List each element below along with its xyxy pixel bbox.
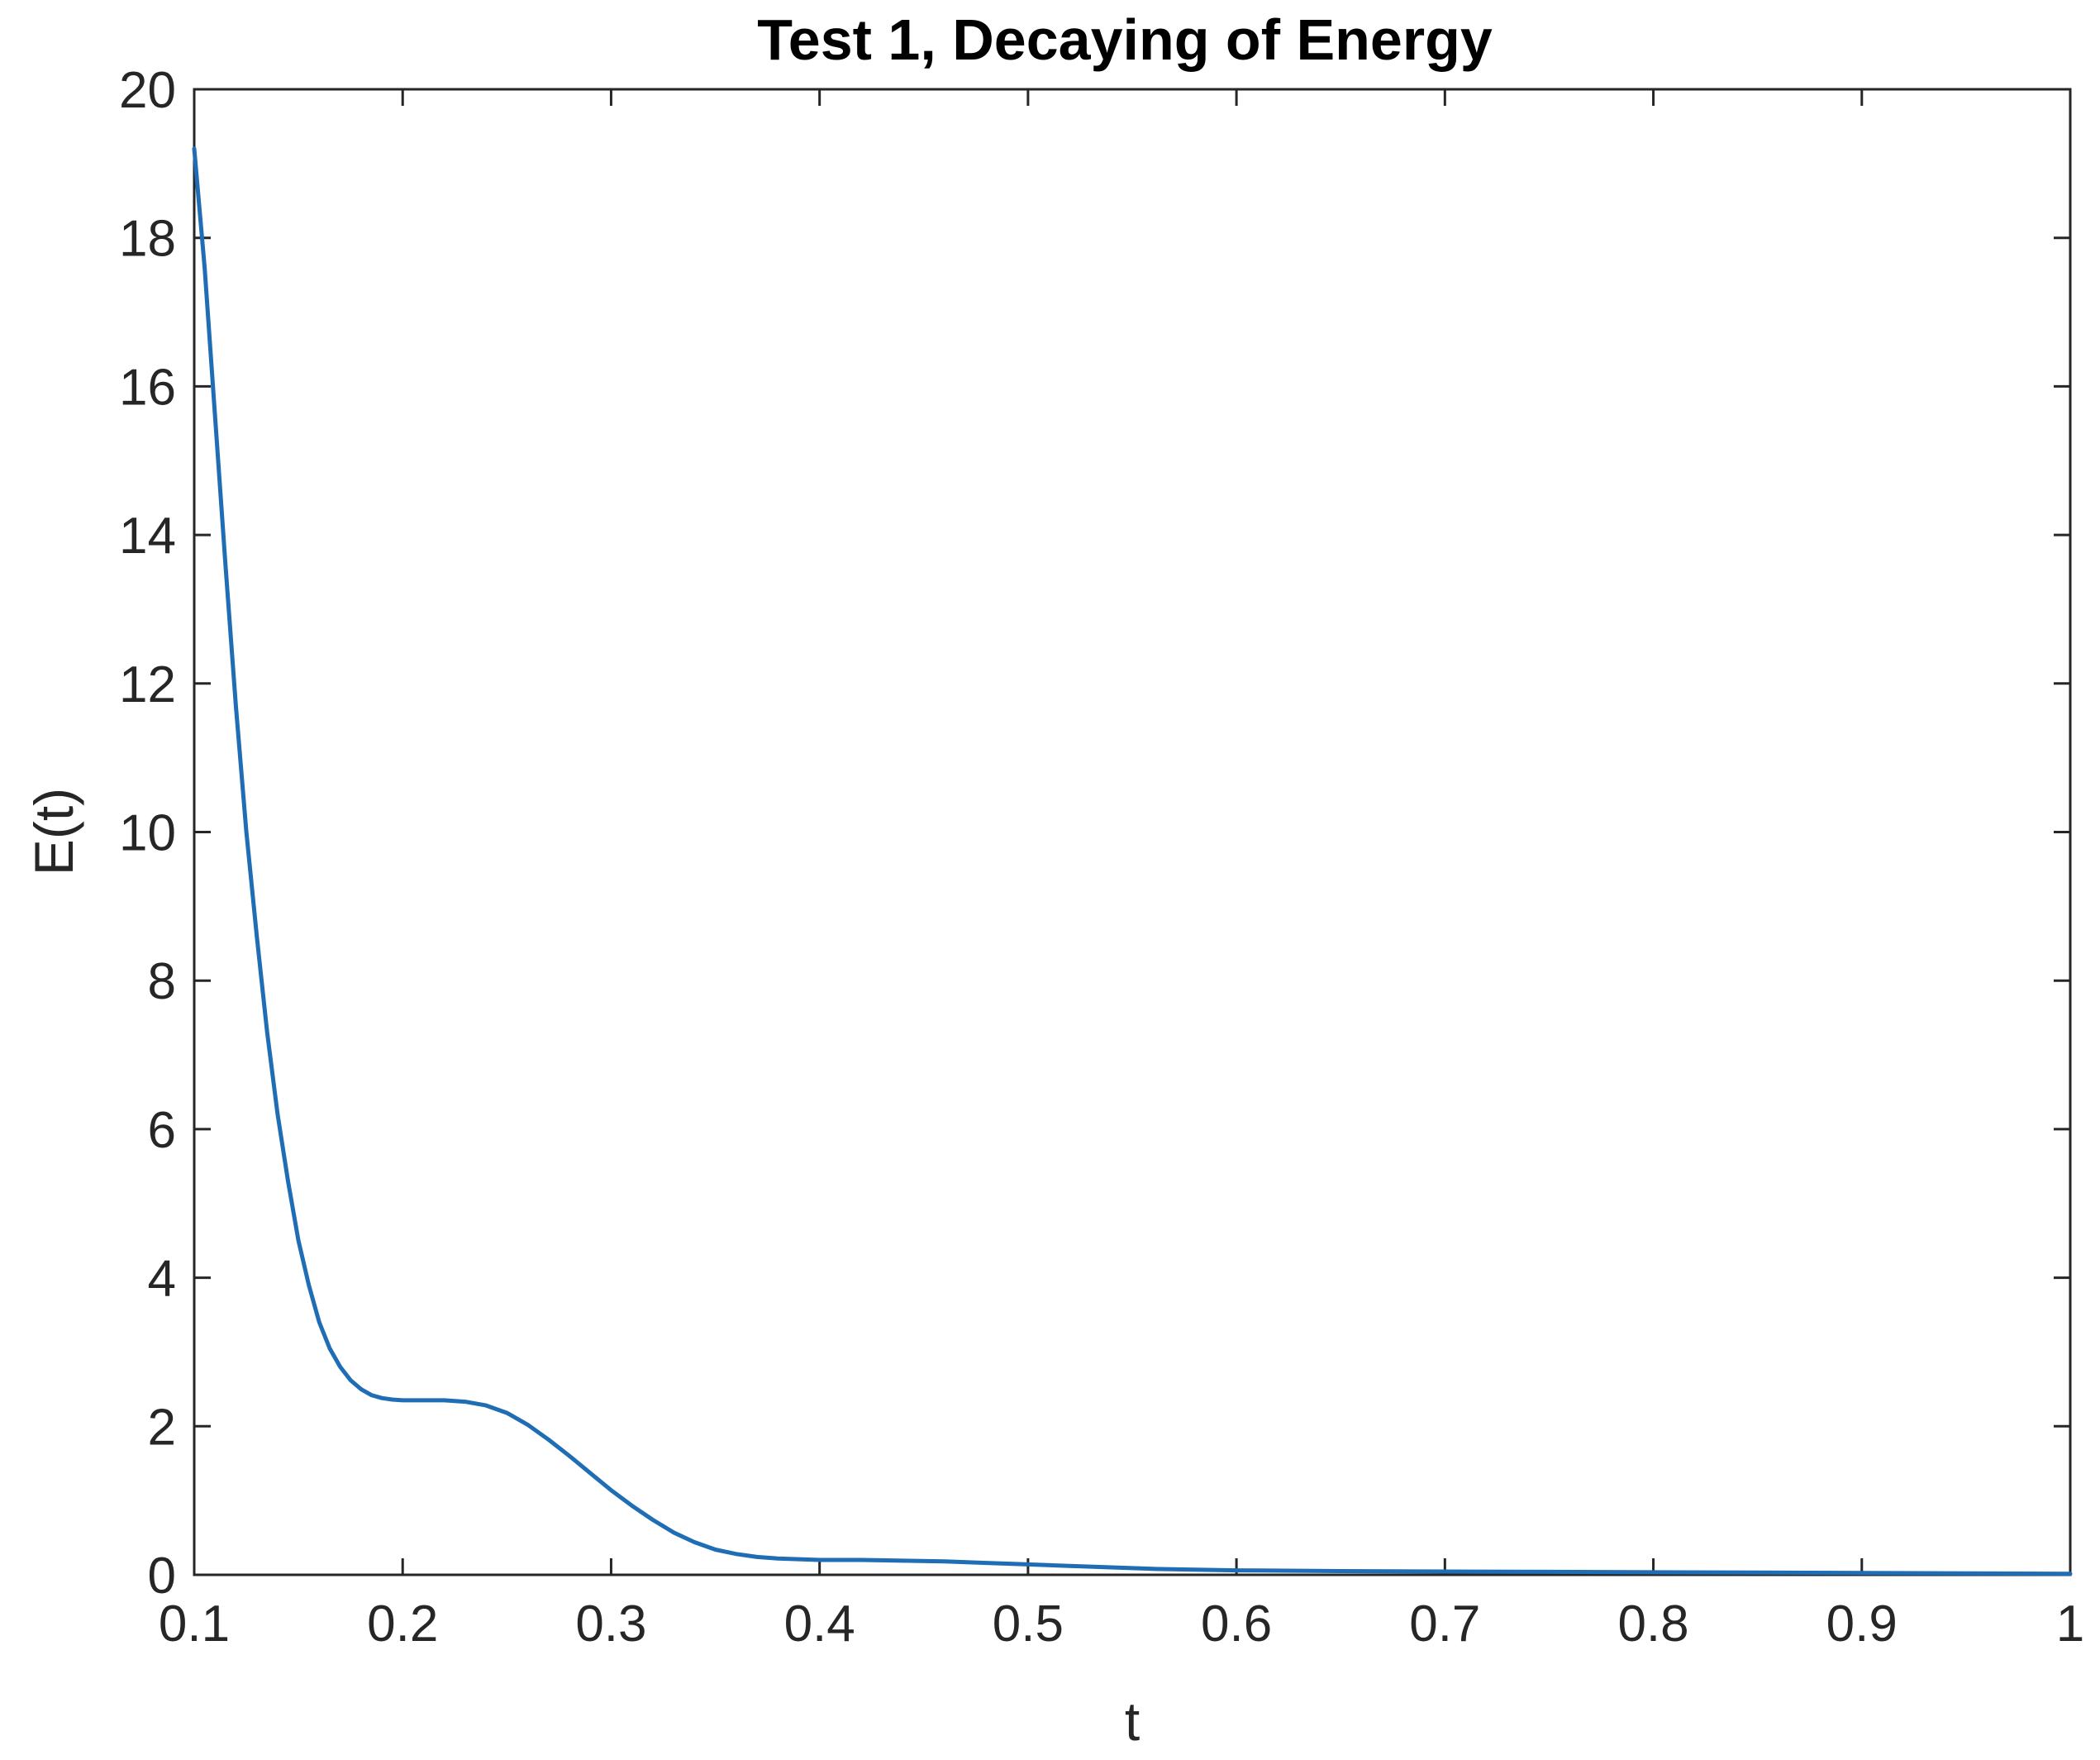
x-tick-label: 0.5 — [993, 1595, 1064, 1653]
y-tick-label: 8 — [148, 953, 176, 1010]
y-tick-label: 16 — [119, 359, 176, 416]
y-axis-ticks: 0 2 4 6 8 10 12 14 16 18 20 — [119, 62, 2070, 1605]
x-tick-label: 0.3 — [575, 1595, 646, 1653]
y-tick-label: 4 — [148, 1251, 176, 1308]
y-tick-label: 6 — [148, 1102, 176, 1159]
plot-area — [193, 88, 2072, 1576]
x-axis-label: t — [1125, 1691, 1140, 1752]
y-tick-label: 14 — [119, 508, 176, 565]
y-tick-label: 10 — [119, 805, 176, 862]
y-tick-label: 0 — [148, 1548, 176, 1605]
x-tick-label: 0.4 — [784, 1595, 855, 1653]
y-axis-label: E(t) — [23, 788, 84, 875]
y-tick-label: 12 — [119, 656, 176, 713]
chart-title: Test 1, Decaying of Energy — [757, 7, 1493, 72]
y-tick-label: 18 — [119, 211, 176, 268]
x-tick-label: 0.2 — [367, 1595, 438, 1653]
x-tick-label: 0.8 — [1617, 1595, 1688, 1653]
x-tick-label: 0.9 — [1826, 1595, 1898, 1653]
energy-series-line — [192, 146, 2073, 1576]
x-tick-label: 0.1 — [159, 1595, 230, 1653]
x-axis-ticks: 0.1 0.2 0.3 0.4 0.5 0.6 0.7 0.8 0.9 1 — [159, 89, 2084, 1653]
x-tick-label: 0.6 — [1201, 1595, 1272, 1653]
y-tick-label: 20 — [119, 62, 176, 119]
x-tick-label: 0.7 — [1409, 1595, 1480, 1653]
y-tick-label: 2 — [148, 1399, 176, 1456]
x-tick-label: 1 — [2056, 1595, 2084, 1653]
